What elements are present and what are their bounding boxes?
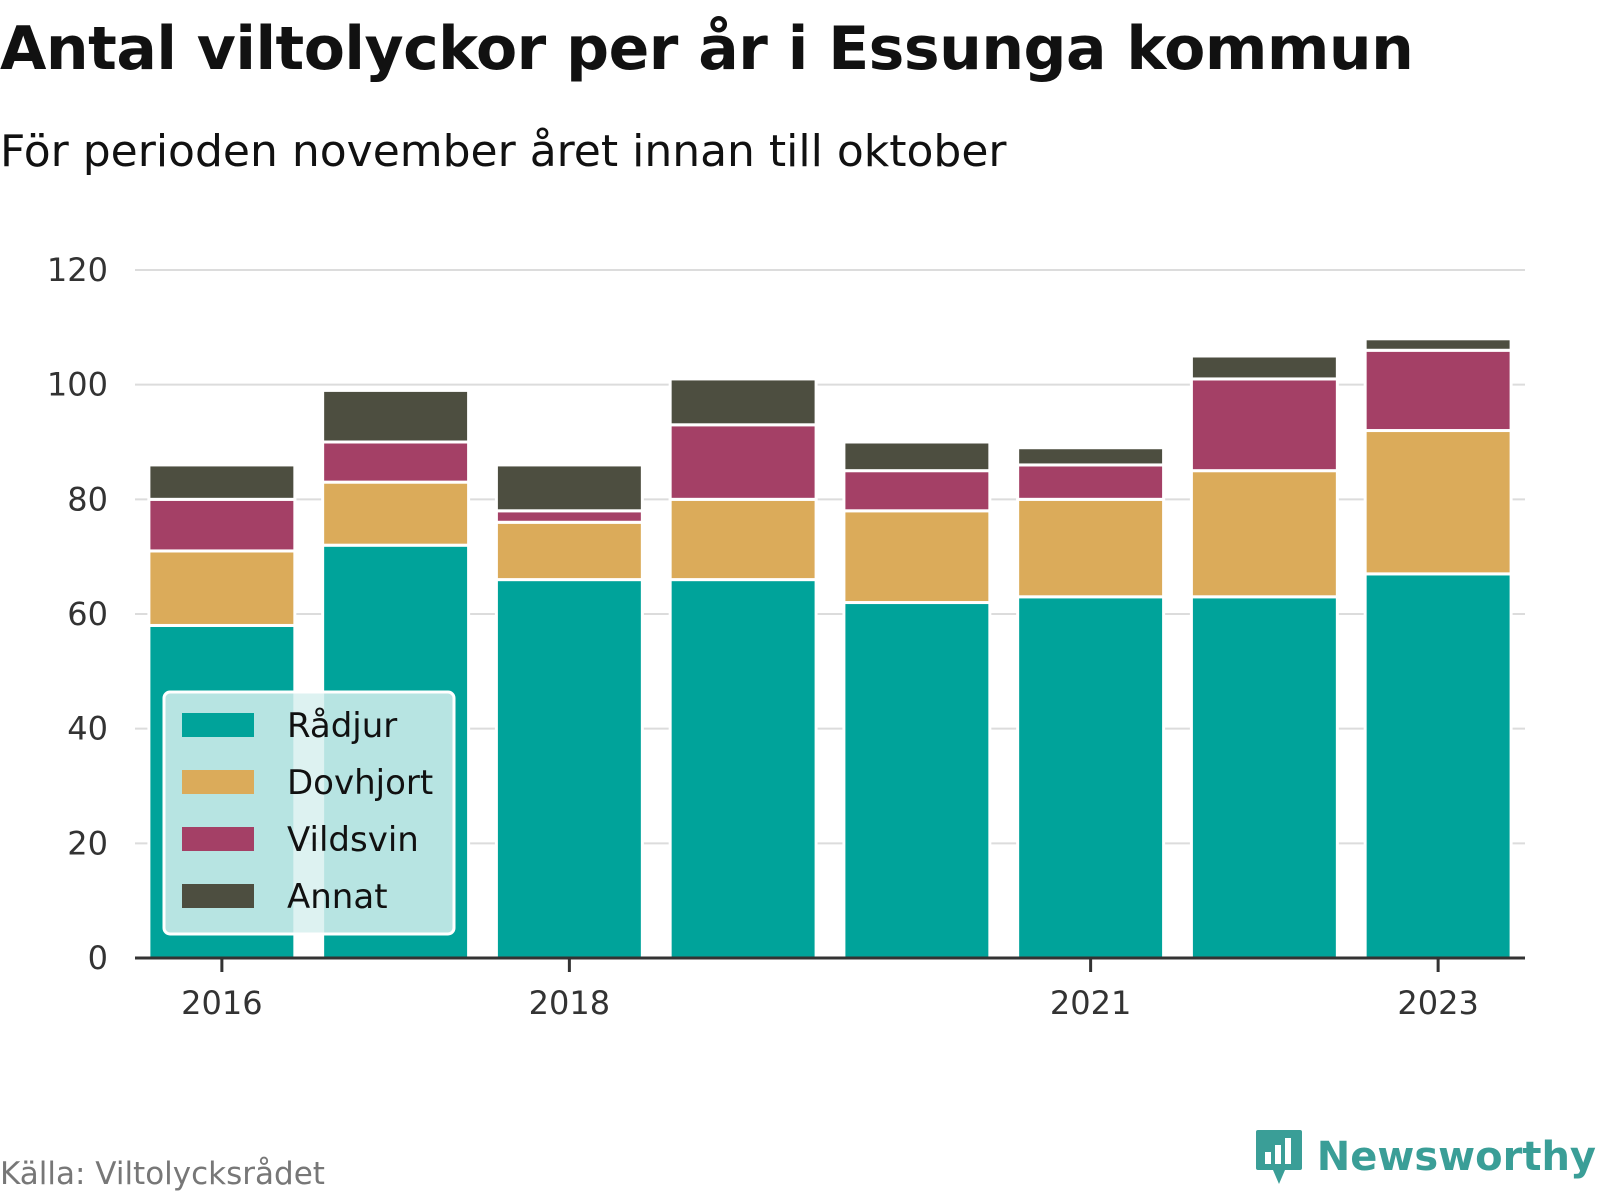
bar-segment-vildsvin-2023 bbox=[1363, 348, 1513, 433]
bar-segment-dovhjort-2020 bbox=[842, 509, 992, 605]
bar-segment-vildsvin-2017 bbox=[321, 440, 471, 484]
y-tick-label: 60 bbox=[67, 595, 108, 633]
chart-title: Antal viltolyckor per år i Essunga kommu… bbox=[0, 14, 1414, 84]
legend-swatch-dovhjort bbox=[182, 770, 254, 794]
bar-segment-vildsvin-2020 bbox=[842, 469, 992, 513]
y-tick-label: 120 bbox=[47, 251, 108, 289]
source-note: Källa: Viltolycksrådet bbox=[0, 1156, 325, 1192]
bar-segment-annat-2019 bbox=[668, 377, 818, 427]
bar-segment-dovhjort-2017 bbox=[321, 480, 471, 547]
legend-label-annat: Annat bbox=[287, 877, 388, 917]
bar-segment-rådjur-2018 bbox=[494, 578, 644, 960]
bar-segment-dovhjort-2021 bbox=[1016, 497, 1166, 599]
legend-swatch-rådjur bbox=[182, 713, 254, 737]
bar-segment-rådjur-2019 bbox=[668, 578, 818, 960]
y-axis-ticks: 0 20 40 60 80 100 120 bbox=[47, 251, 108, 977]
bar-segment-vildsvin-2022 bbox=[1189, 377, 1339, 473]
bars bbox=[147, 337, 1513, 960]
y-tick-label: 0 bbox=[88, 939, 108, 977]
bar-segment-vildsvin-2019 bbox=[668, 423, 818, 501]
bar-segment-dovhjort-2019 bbox=[668, 497, 818, 582]
legend-label-vildsvin: Vildsvin bbox=[287, 820, 419, 860]
legend-swatch-annat bbox=[182, 884, 254, 908]
bar-segment-annat-2023 bbox=[1363, 337, 1513, 352]
y-tick-label: 100 bbox=[47, 366, 108, 404]
bar-segment-annat-2018 bbox=[494, 463, 644, 513]
y-tick-label: 80 bbox=[67, 480, 108, 518]
bar-segment-annat-2022 bbox=[1189, 354, 1339, 381]
stacked-bar-chart: 0 20 40 60 80 100 120 2016 2018 2021 2023 Rådjur D… bbox=[47, 251, 1525, 1022]
y-tick-label: 20 bbox=[67, 824, 108, 862]
legend-label-rådjur: Rådjur bbox=[287, 706, 397, 746]
legend: Rådjur Dovhjort Vildsvin Annat bbox=[162, 690, 456, 936]
legend-swatch-vildsvin bbox=[182, 827, 254, 851]
bar-chart-speech-icon bbox=[1255, 1130, 1302, 1184]
chart-subtitle: För perioden november året innan till ok… bbox=[0, 126, 1007, 177]
bar-segment-dovhjort-2022 bbox=[1189, 469, 1339, 599]
legend-box bbox=[162, 690, 456, 936]
bar-segment-rådjur-2023 bbox=[1363, 572, 1513, 960]
bar-segment-rådjur-2022 bbox=[1189, 595, 1339, 960]
bar-segment-vildsvin-2018 bbox=[494, 509, 644, 524]
bar-segment-dovhjort-2023 bbox=[1363, 429, 1513, 576]
bar-segment-annat-2017 bbox=[321, 388, 471, 444]
bar-segment-vildsvin-2016 bbox=[147, 497, 297, 553]
x-tick-label: 2023 bbox=[1397, 984, 1478, 1022]
brand-logo: Newsworthy bbox=[1255, 1128, 1596, 1186]
y-tick-label: 40 bbox=[67, 710, 108, 748]
brand-name: Newsworthy bbox=[1316, 1134, 1596, 1180]
bar-segment-vildsvin-2021 bbox=[1016, 463, 1166, 501]
bar-segment-rådjur-2020 bbox=[842, 601, 992, 960]
bar-segment-dovhjort-2018 bbox=[494, 520, 644, 582]
bar-segment-rådjur-2021 bbox=[1016, 595, 1166, 960]
x-tick-label: 2021 bbox=[1050, 984, 1131, 1022]
x-tick-label: 2018 bbox=[529, 984, 610, 1022]
bar-segment-dovhjort-2016 bbox=[147, 549, 297, 627]
legend-label-dovhjort: Dovhjort bbox=[287, 763, 433, 803]
x-tick-label: 2016 bbox=[181, 984, 262, 1022]
x-axis: 2016 2018 2021 2023 bbox=[135, 956, 1525, 1022]
bar-segment-annat-2016 bbox=[147, 463, 297, 501]
bar-segment-annat-2021 bbox=[1016, 446, 1166, 467]
bar-segment-annat-2020 bbox=[842, 440, 992, 473]
